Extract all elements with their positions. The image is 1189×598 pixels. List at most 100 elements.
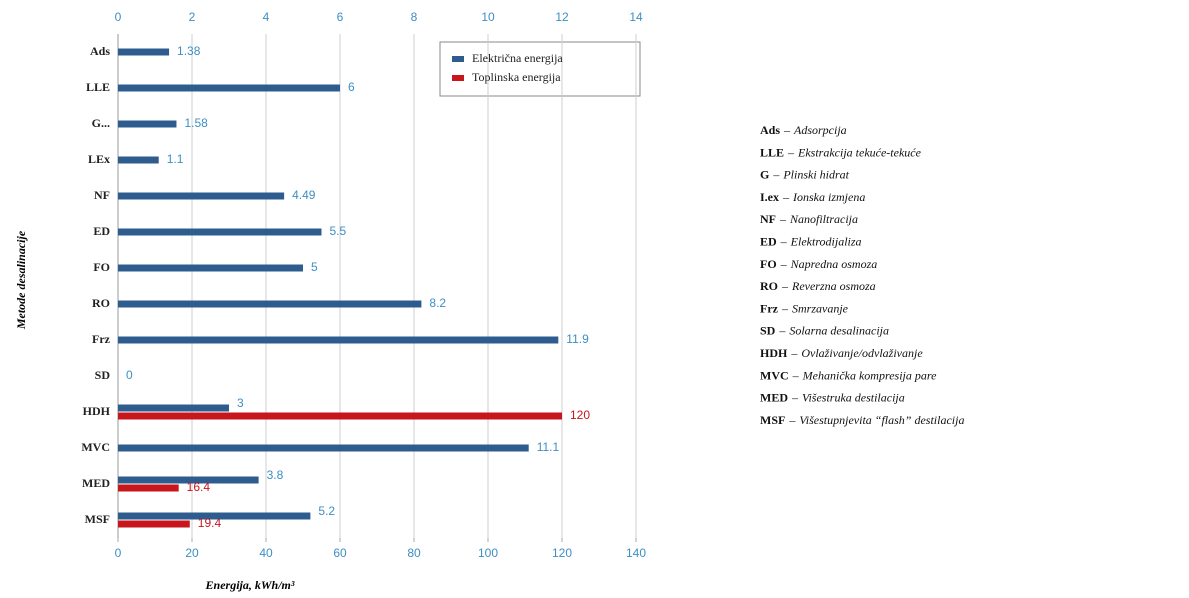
key-entry: I.ex – Ionska izmjena [760,190,865,204]
x-tick-label-top: 14 [629,10,643,24]
key-abbr: FO [760,257,777,271]
key-entry: MSF – Višestupnjevita “flash” destilacija [760,413,964,427]
x-tick-label-top: 4 [263,10,270,24]
value-label: 5.2 [318,504,335,518]
y-tick-label: SD [95,368,111,382]
bar [118,48,170,56]
x-tick-label-bottom: 120 [552,546,572,560]
y-tick-label: LEx [88,152,110,166]
bar [118,228,322,236]
key-entry: MED – Višestruka destilacija [760,390,905,404]
key-name: Mehanička kompresija pare [802,368,937,382]
value-label: 1.38 [177,44,201,58]
key-separator: – [792,368,800,382]
x-tick-label-bottom: 140 [626,546,646,560]
key-entry: MVC – Mehanička kompresija pare [760,368,937,382]
bar [118,404,229,412]
key-separator: – [780,234,788,248]
legend-swatch [452,75,464,81]
key-abbr: NF [760,212,776,226]
y-tick-label: FO [93,260,110,274]
value-label: 6 [348,80,355,94]
x-tick-label-top: 10 [481,10,495,24]
key-name: Plinski hidrat [782,167,849,181]
bar [118,336,559,344]
x-axis-title: Energija, kWh/m³ [205,578,295,592]
x-tick-label-bottom: 100 [478,546,498,560]
bar [118,264,303,272]
key-name: Adsorpcija [793,123,847,137]
y-tick-label: MED [82,476,110,490]
y-tick-label: G... [92,116,110,130]
key-abbr: RO [760,279,778,293]
key-name: Smrzavanje [792,301,849,315]
value-label: 120 [570,408,590,422]
y-tick-label: HDH [83,404,111,418]
x-tick-label-top: 2 [189,10,196,24]
bar [118,484,179,492]
key-entry: Frz – Smrzavanje [760,301,849,315]
key-abbr: G [760,167,769,181]
bar [118,444,529,452]
value-label: 4.49 [292,188,316,202]
legend-swatch [452,56,464,62]
legend-label: Toplinska energija [472,70,561,84]
bar [118,412,562,420]
key-abbr: HDH [760,346,788,360]
bar [118,300,422,308]
key-entry: ED – Elektrodijaliza [760,234,862,248]
legend-label: Električna energija [472,51,563,65]
legend-box [439,41,641,97]
key-separator: – [787,145,795,159]
y-tick-label: NF [94,188,110,202]
key-name: Elektrodijaliza [790,234,862,248]
key-name: Solarna desalinacija [789,323,889,337]
y-tick-label: RO [92,296,110,310]
y-tick-label: MSF [85,512,110,526]
key-entry: Ads – Adsorpcija [760,123,847,137]
value-label: 0 [126,368,133,382]
key-abbr: ED [760,234,777,248]
key-abbr: MSF [760,413,785,427]
x-tick-label-bottom: 40 [259,546,273,560]
x-tick-label-bottom: 20 [185,546,199,560]
value-label: 5.5 [330,224,347,238]
x-tick-label-bottom: 0 [115,546,122,560]
value-label: 11.9 [566,332,589,346]
key-entry: LLE – Ekstrakcija tekuće-tekuće [760,145,922,159]
bar [118,192,285,200]
key-name: Reverzna osmoza [791,279,876,293]
key-name: Ekstrakcija tekuće-tekuće [797,145,922,159]
key-abbr: MED [760,390,788,404]
key-entry: NF – Nanofiltracija [760,212,858,226]
key-separator: – [781,279,789,293]
key-separator: – [788,413,796,427]
key-separator: – [782,190,790,204]
y-axis-title: Metode desalinacije [14,230,28,330]
key-separator: – [781,301,789,315]
key-abbr: I.ex [760,190,779,204]
value-label: 1.1 [167,152,184,166]
key-abbr: MVC [760,368,789,382]
key-name: Ovlaživanje/odvlaživanje [801,346,923,360]
value-label: 1.58 [184,116,208,130]
value-label: 5 [311,260,318,274]
key-name: Napredna osmoza [790,257,878,271]
value-label: 3 [237,396,244,410]
key-separator: – [791,390,799,404]
key-name: Ionska izmjena [792,190,865,204]
x-tick-label-bottom: 60 [333,546,347,560]
key-separator: – [790,346,798,360]
key-name: Višestupnjevita “flash” destilacija [799,413,964,427]
x-tick-label-top: 8 [411,10,418,24]
y-tick-label: Frz [92,332,111,346]
y-tick-label: Ads [90,44,110,58]
key-separator: – [779,212,787,226]
key-entry: RO – Reverzna osmoza [760,279,876,293]
y-tick-label: MVC [81,440,110,454]
y-tick-label: ED [93,224,110,238]
bar [118,520,190,528]
bar [118,476,259,484]
